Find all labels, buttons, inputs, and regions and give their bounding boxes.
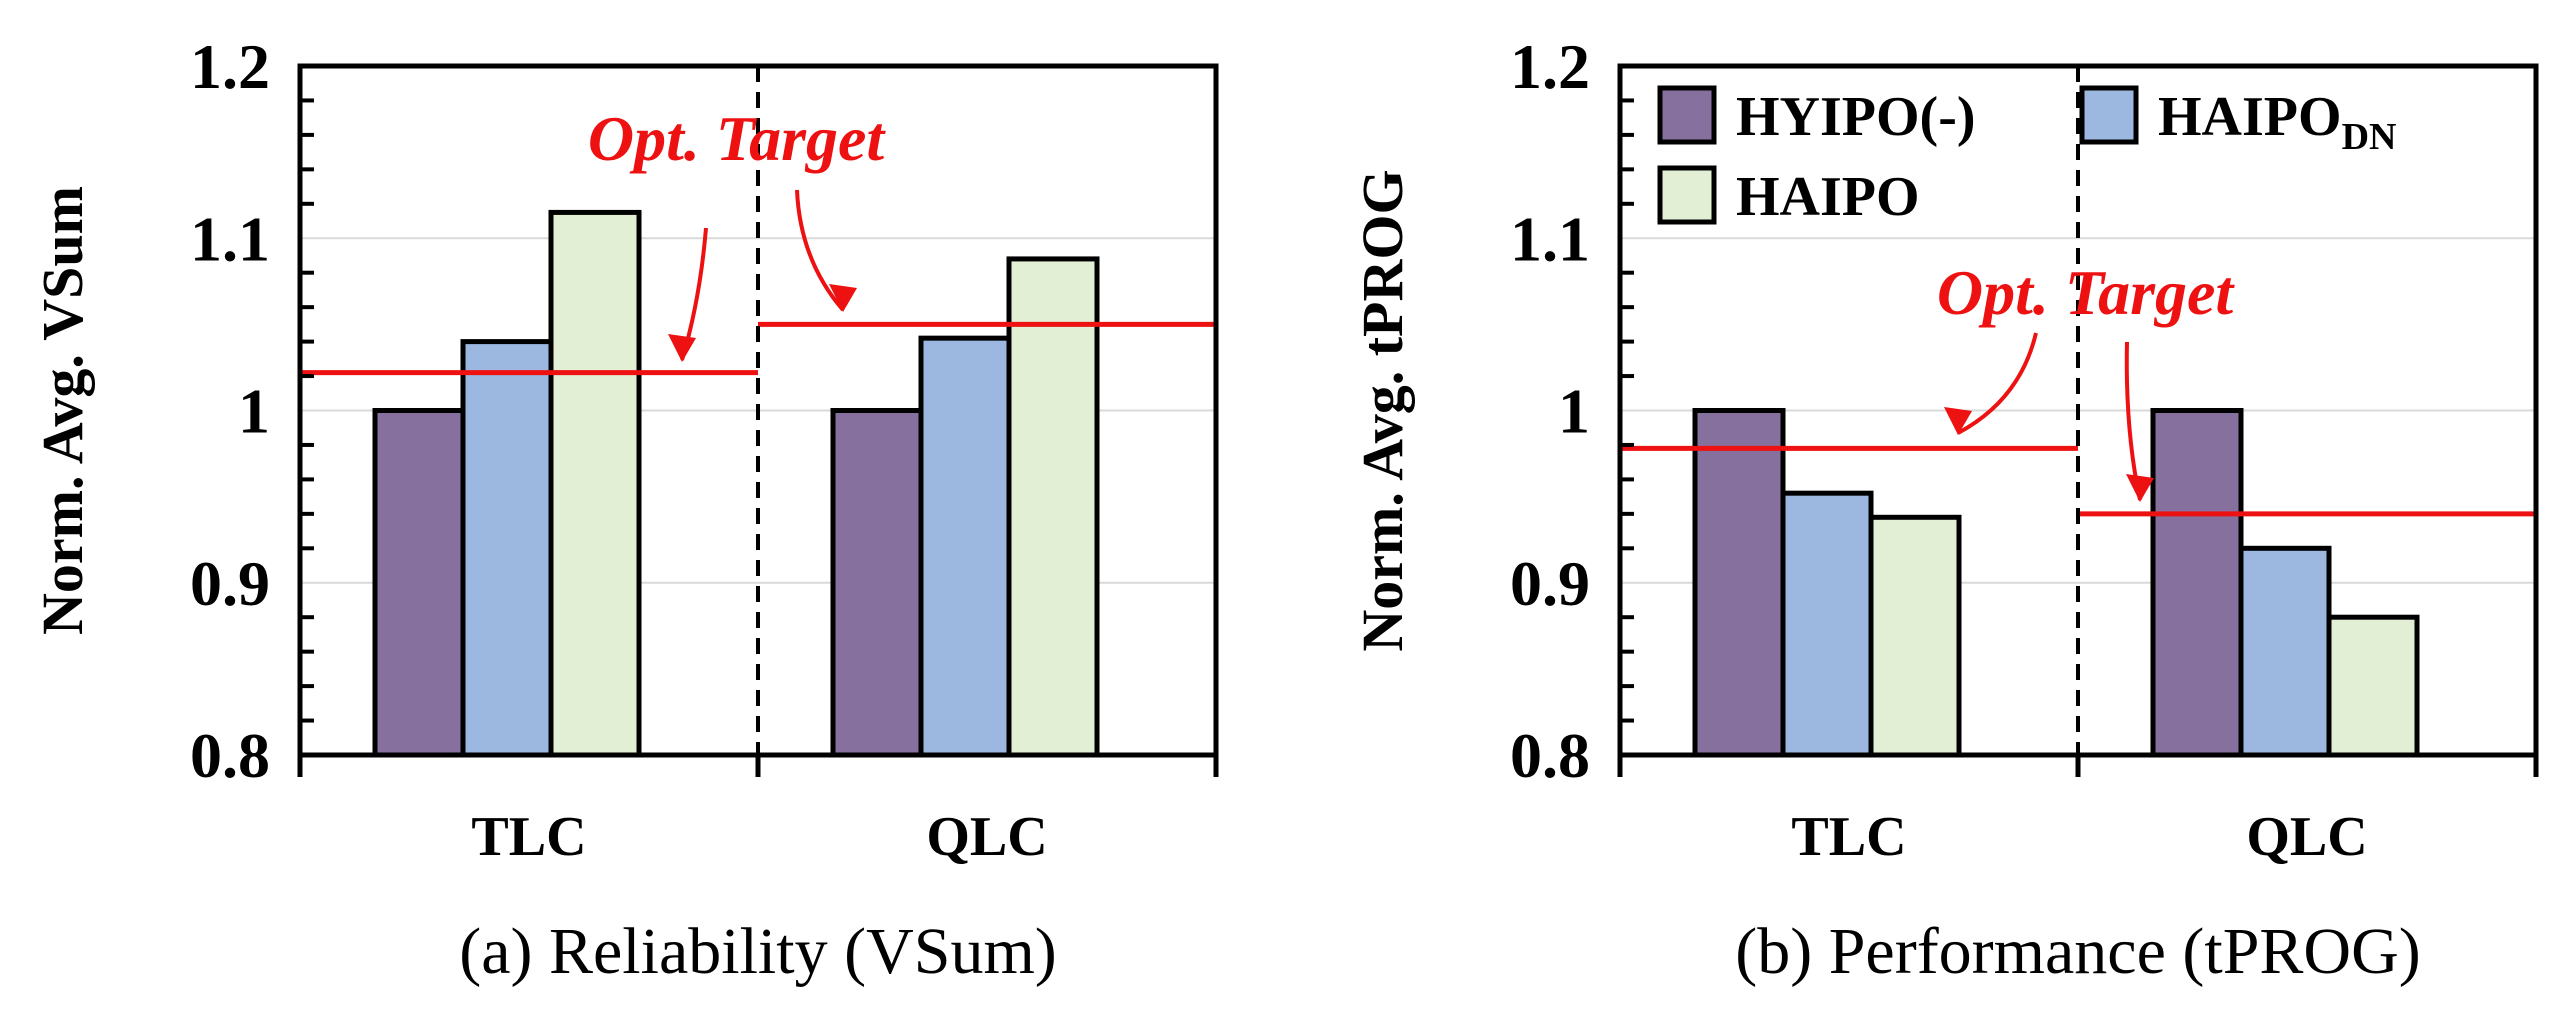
y-axis-label: Norm. Avg. tPROG: [1350, 169, 1415, 651]
chart-caption: (a) Reliability (VSum): [459, 915, 1057, 988]
y-tick-label: 0.9: [1510, 548, 1590, 619]
legend-label: HAIPO: [1736, 166, 1920, 228]
annotation-arrowhead: [829, 284, 857, 312]
bar-tlc-haipo: [548, 209, 642, 758]
bar-tlc-haipo-dn: [1780, 490, 1874, 758]
y-tick-label: 1.2: [1510, 31, 1590, 102]
bar-tlc-haipo-dn: [460, 339, 554, 758]
bar-tlc-haipo: [1868, 514, 1962, 758]
bar-tlc-hyipo-: [1692, 408, 1786, 758]
legend: HYIPO(-) HAIPODN HAIPO: [1657, 85, 2396, 228]
legend-swatch: [1657, 165, 1717, 225]
annotation-arrowhead: [2126, 474, 2154, 502]
bar-tlc-hyipo-: [372, 408, 466, 758]
bar-qlc-hyipo-: [830, 408, 924, 758]
y-tick-label: 0.8: [190, 720, 270, 791]
legend-swatch: [2079, 85, 2139, 145]
legend-label-subscript: DN: [2342, 116, 2397, 158]
y-tick-label: 1: [1558, 376, 1590, 447]
y-tick-label: 1: [238, 376, 270, 447]
chart-caption: (b) Performance (tPROG): [1735, 915, 2420, 988]
annotation-arrow: [795, 189, 845, 312]
annotation-arrow: [1957, 332, 2038, 435]
legend-label: HYIPO(-): [1736, 86, 1976, 148]
y-tick-label: 0.8: [1510, 720, 1590, 791]
chart-panel-reliability: TLC QLC 0.8 0.9 1 1.1 1.2 Norm. Avg. VSum (a) Re…: [30, 31, 1219, 988]
bar-qlc-haipo-dn: [2238, 545, 2332, 758]
category-label-qlc: QLC: [926, 806, 1047, 868]
y-tick-label: 1.2: [190, 31, 270, 102]
bar-qlc-haipo-dn: [918, 335, 1012, 758]
bar-qlc-hyipo-: [2150, 408, 2244, 758]
opt-target-annotation: Opt. Target: [1937, 257, 2236, 328]
y-tick-label: 1.1: [1510, 203, 1590, 274]
opt-target-annotation: Opt. Target: [588, 103, 887, 174]
category-label-qlc: QLC: [2246, 806, 2367, 868]
category-label-tlc: TLC: [1791, 806, 1906, 868]
y-tick-label: 1.1: [190, 203, 270, 274]
legend-swatch: [1657, 85, 1717, 145]
legend-label: HAIPODN: [2158, 86, 2396, 158]
bar-qlc-haipo: [2326, 614, 2420, 758]
y-axis-label: Norm. Avg. VSum: [30, 186, 95, 635]
annotation-arrowhead: [1944, 407, 1972, 435]
annotation-arrowhead: [668, 334, 696, 362]
category-label-tlc: TLC: [471, 806, 586, 868]
y-tick-label: 0.9: [190, 548, 270, 619]
chart-panel-performance: TLC QLC 0.8 0.9 1 1.1 1.2 Norm. Avg. tPROG (b) P…: [1350, 31, 2539, 988]
bar-qlc-haipo: [1006, 256, 1100, 758]
